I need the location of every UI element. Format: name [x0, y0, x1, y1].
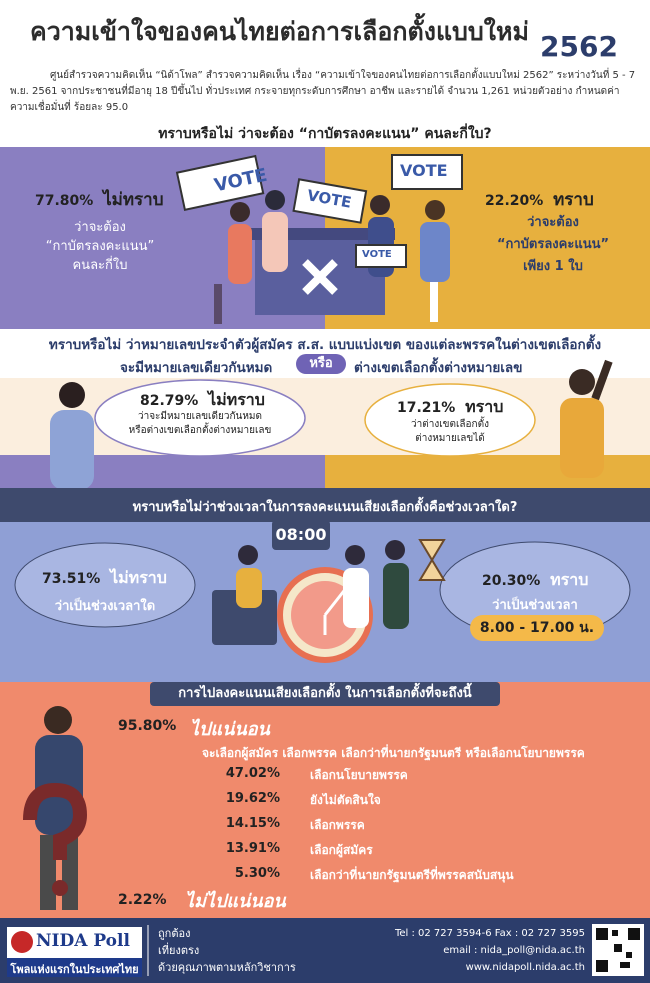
answer: ทราบ: [465, 397, 504, 416]
question: ต่างเขตเลือกตั้งต่างหมายเลข: [354, 360, 523, 376]
row-percent: 14.15%: [225, 816, 280, 831]
detail: ว่าจะต้อง: [527, 215, 579, 230]
question: ทราบหรือไม่ว่าช่วงเวลาในการลงคะแนนเสียงเ…: [132, 500, 518, 515]
percent: 95.80%: [118, 718, 177, 734]
percent: 82.79%: [140, 393, 199, 409]
detail: “กาบัตรลงคะแนน”: [496, 237, 610, 252]
row-label: เลือกผู้สมัคร: [310, 843, 373, 857]
email: email : nida_poll@nida.ac.th: [443, 945, 585, 956]
row-percent: 19.62%: [225, 791, 280, 806]
detail: หรือต่างเขตเลือกตั้งต่างหมายเลข: [128, 425, 272, 436]
year: 2562: [540, 30, 618, 63]
question: จะมีหมายเลขเดียวกันหมด: [120, 360, 273, 376]
title: ความเข้าใจของคนไทยต่อการเลือกตั้งแบบใหม่: [30, 17, 529, 46]
answer: ไม่ทราบ: [208, 390, 265, 409]
sign: VOTE: [400, 161, 448, 180]
motto: ด้วยคุณภาพตามหลักวิชาการ: [158, 961, 296, 974]
percent: 17.21%: [397, 400, 456, 416]
detail: ต่างหมายเลขได้: [415, 433, 485, 444]
row-percent: 5.30%: [234, 866, 280, 881]
row-label: เลือกว่าที่นายกรัฐมนตรีที่พรรคสนับสนุน: [310, 868, 514, 882]
detail: ว่าเป็นช่วงเวลา: [492, 598, 578, 613]
row-label: เลือกนโยบายพรรค: [310, 768, 408, 782]
or-pill: หรือ: [296, 354, 346, 374]
answer: ทราบ: [553, 190, 594, 210]
answer: ไม่ไปแน่นอน: [185, 891, 286, 912]
web: www.nidapoll.nida.ac.th: [465, 962, 585, 973]
percent: 22.20%: [485, 193, 544, 209]
detail: “กาบัตรลงคะแนน”: [45, 239, 155, 254]
percent: 20.30%: [482, 573, 541, 589]
answer: ไม่ทราบ: [103, 190, 164, 210]
question: ทราบหรือไม่ ว่าจะต้อง “กาบัตรลงคะแนน” คน…: [158, 126, 492, 142]
tagline: โพลแห่งแรกในประเทศไทย: [10, 963, 139, 976]
detail: ว่าจะมีหมายเลขเดียวกันหมด: [137, 411, 263, 422]
percent: 2.22%: [118, 892, 167, 908]
answer: ทราบ: [550, 570, 589, 589]
percent: 77.80%: [35, 193, 94, 209]
question: การไปลงคะแนนเสียงเลือกตั้ง ในการเลือกตั้…: [150, 682, 500, 706]
detail: ว่าเป็นช่วงเวลาใด: [54, 599, 156, 614]
tel: Tel : 02 727 3594-6 Fax : 02 727 3595: [394, 928, 585, 939]
motto: ถูกต้อง: [158, 927, 191, 940]
row-percent: 13.91%: [225, 841, 280, 856]
logo: NIDA Poll: [36, 931, 130, 951]
question: ทราบหรือไม่ ว่าหมายเลขประจำตัวผู้สมัคร ส…: [48, 337, 602, 353]
answer: ไม่ทราบ: [110, 568, 167, 587]
sign: VOTE: [362, 249, 392, 260]
row-label: ยังไม่ตัดสินใจ: [310, 793, 381, 807]
detail: คนละกี่ใบ: [72, 258, 128, 273]
intro: ศูนย์สำรวจความคิดเห็น “นิด้าโพล” สำรวจคว…: [10, 70, 636, 113]
clock: 08:00: [275, 525, 327, 544]
row-percent: 47.02%: [225, 766, 280, 781]
detail: เพียง 1 ใบ: [523, 259, 583, 274]
percent: 73.51%: [42, 571, 101, 587]
subtitle: จะเลือกผู้สมัคร เลือกพรรค เลือกว่าที่นาย…: [202, 746, 585, 760]
row-label: เลือกพรรค: [310, 818, 365, 832]
detail: ว่าจะต้อง: [74, 220, 126, 235]
answer: ไปแน่นอน: [190, 719, 270, 740]
motto: เที่ยงตรง: [158, 944, 200, 957]
detail: ว่าต่างเขตเลือกตั้ง: [411, 419, 489, 430]
time-pill: 8.00 - 17.00 น.: [470, 615, 604, 641]
